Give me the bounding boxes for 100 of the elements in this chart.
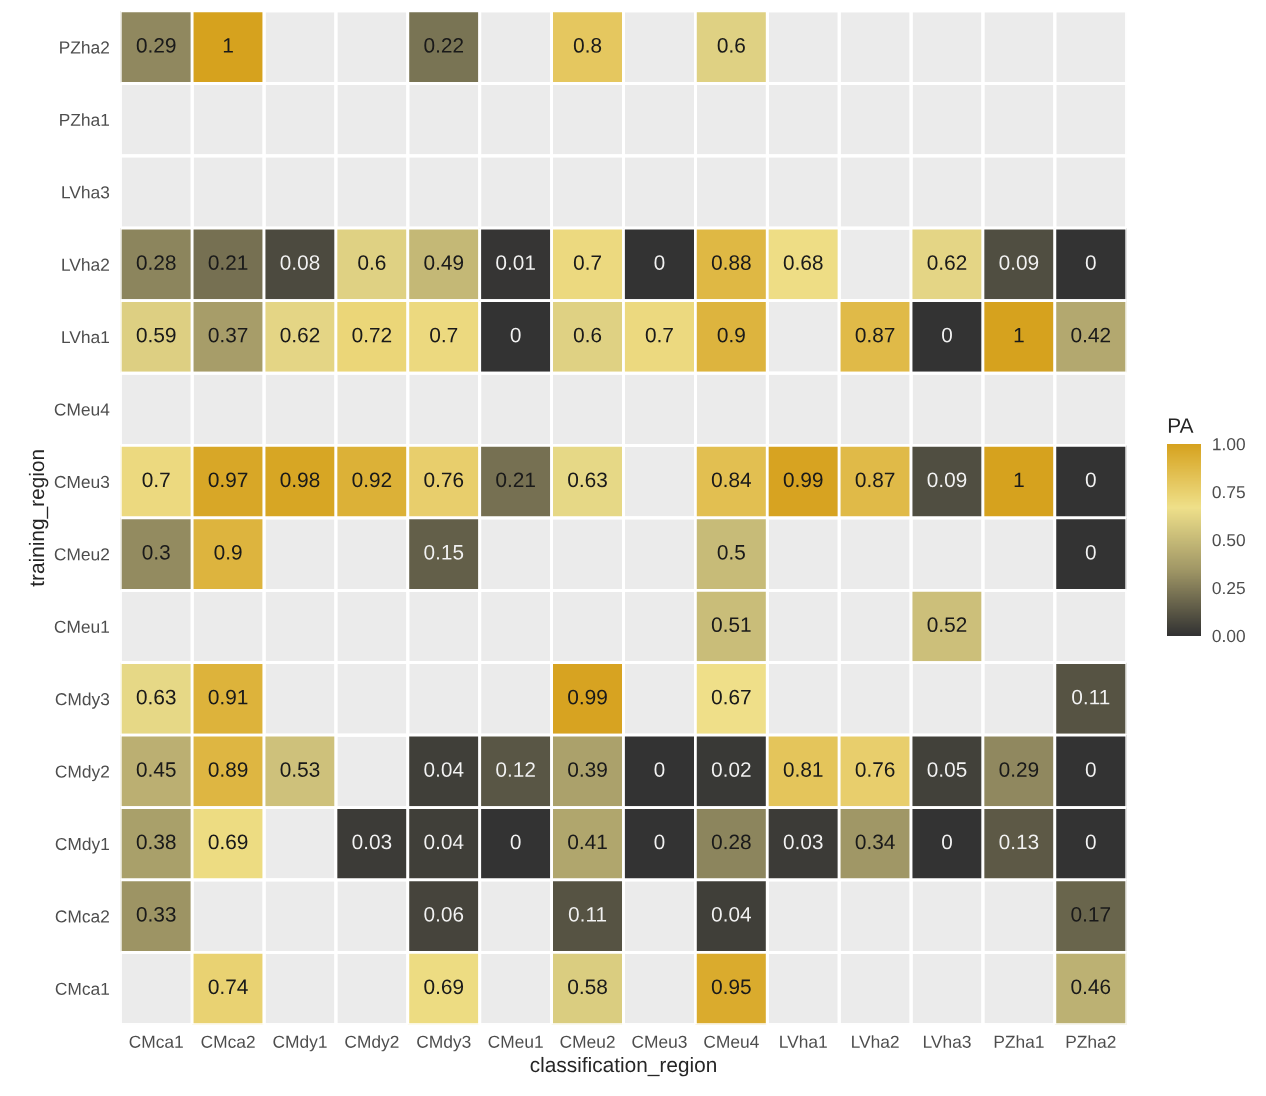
data-label: 0.98 [280,472,320,488]
y-tick-label: CMeu1 [54,620,110,633]
y-tick-label: CMca1 [55,982,110,996]
x-tick-label: CMeu4 [704,1035,759,1048]
data-label: 0.67 [711,689,751,705]
data-label: 0.37 [208,327,248,343]
data-label: 0.6 [717,38,745,53]
data-label: 0.9 [214,544,242,560]
data-label: 0.87 [855,472,895,488]
x-tick-label: CMeu1 [488,1035,543,1048]
data-label: 0.06 [424,906,464,922]
color-bar-label: 0.00 [1212,629,1245,643]
data-label: 0.89 [208,762,248,777]
x-tick-label: LVha3 [923,1035,971,1048]
data-label: 0.6 [358,255,386,270]
data-label: 0.08 [280,255,320,270]
data-label: 0.22 [424,38,464,53]
data-label: 0 [942,834,952,850]
data-label: 0.81 [783,762,823,777]
data-label: 0.91 [208,689,248,705]
data-label: 0.38 [136,834,176,850]
data-label: 0.29 [136,38,176,53]
data-label: 0.21 [496,472,535,488]
data-label: 0.7 [430,327,458,343]
data-label: 0.3 [142,544,170,560]
y-tick-label: CMeu3 [54,475,110,489]
x-tick-label: CMca1 [129,1035,183,1048]
data-label: 0.33 [136,906,176,922]
y-tick-label: PZha2 [60,40,109,54]
data-label: 0.28 [711,834,751,850]
data-label: 0.76 [424,472,464,488]
data-label: 1 [1014,472,1024,488]
data-label: 0.39 [568,762,607,777]
y-tick-label: LVha2 [62,258,109,271]
data-label: 0.9 [717,327,745,343]
color-bar-label: 0.50 [1212,533,1245,547]
x-axis-title: classification_region [530,1056,716,1077]
data-label: 0.97 [208,472,248,488]
data-label: 0.87 [855,327,895,343]
data-label: 0.12 [496,762,535,777]
data-label: 0.05 [927,762,967,777]
data-label: 0.02 [711,762,751,777]
data-label: 0.04 [424,762,464,777]
data-label: 0 [1085,834,1096,850]
data-label: 0.49 [424,255,464,270]
data-label: 0 [1085,762,1096,777]
data-label: 0.45 [136,762,176,777]
y-tick-label: CMeu4 [54,403,110,416]
data-label: 0.84 [711,472,752,488]
data-label: 0.52 [927,617,967,633]
x-tick-label: PZha1 [994,1035,1044,1048]
data-label: 0.01 [496,255,535,270]
x-tick-label: LVha1 [780,1035,827,1048]
data-label: 0.17 [1071,906,1111,922]
y-axis-title: training_region [28,450,49,587]
data-label: 0.7 [573,255,601,270]
x-tick-label: LVha2 [852,1035,899,1048]
data-label: 0 [654,762,665,777]
data-label: 0 [654,834,665,850]
data-label: 1 [1014,327,1024,343]
y-tick-label: LVha1 [62,330,110,344]
data-label: 0.04 [711,906,752,922]
y-tick-label: CMeu2 [54,548,109,561]
data-label: 0.63 [136,689,176,705]
color-bar-title: PA [1168,418,1194,433]
data-label: 0.95 [711,979,751,995]
data-label: 0 [1085,544,1096,560]
color-bar-label: 0.25 [1212,581,1245,595]
data-label: 0 [1085,255,1096,270]
data-label: 0.28 [136,255,176,270]
y-tick-label: LVha3 [62,185,110,199]
data-label: 0.5 [717,544,745,560]
data-label: 0.72 [352,327,392,343]
data-label: 0.34 [855,834,895,850]
data-label: 0.7 [142,472,170,488]
data-label: 0 [510,834,521,850]
data-label: 0.8 [573,38,602,53]
data-label: 0 [942,327,952,343]
data-label: 0.29 [999,762,1039,777]
data-label: 0.21 [208,255,248,270]
data-label: 0.69 [424,979,464,995]
y-tick-label: CMdy3 [55,692,110,709]
data-label: 0 [510,327,521,343]
data-label: 0.88 [711,255,751,270]
data-label: 0.92 [352,472,392,488]
data-label: 0.15 [424,544,464,560]
data-label: 0.46 [1071,979,1111,995]
data-label: 0.7 [645,327,673,343]
data-label: 0.68 [783,255,823,270]
data-label: 0.99 [568,689,607,705]
data-label: 0.11 [1072,689,1110,705]
x-tick-label: CMeu3 [632,1035,687,1048]
x-tick-label: CMdy2 [345,1035,399,1052]
y-tick-label: CMdy1 [55,837,110,854]
y-tick-label: CMdy2 [55,765,109,782]
data-label: 1 [223,38,233,53]
data-label: 0.62 [927,255,967,270]
color-bar-label: 0.75 [1212,486,1245,499]
data-label: 0.6 [573,327,602,343]
x-tick-label: CMca2 [201,1035,255,1048]
